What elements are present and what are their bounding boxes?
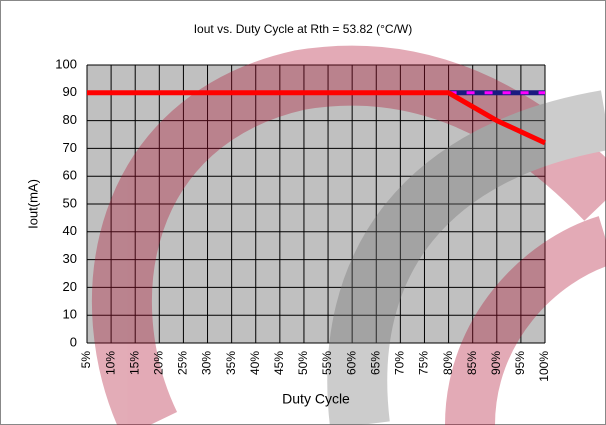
watermark-arc xyxy=(91,45,606,425)
y-tick-label: 40 xyxy=(63,223,77,238)
y-tick-label: 30 xyxy=(63,251,77,266)
y-tick-label: 20 xyxy=(63,279,77,294)
y-tick-label: 50 xyxy=(63,195,77,210)
chart-title: Iout vs. Duty Cycle at Rth = 53.82 (°C/W… xyxy=(194,22,413,36)
y-tick-label: 10 xyxy=(63,307,77,322)
x-tick-label: 85% xyxy=(465,351,479,375)
x-tick-label: 45% xyxy=(272,351,286,375)
y-tick-label: 80 xyxy=(63,112,77,127)
x-tick-label: 10% xyxy=(103,351,117,375)
x-axis-title: Duty Cycle xyxy=(282,391,350,407)
x-tick-label: 90% xyxy=(489,351,503,375)
y-tick-label: 70 xyxy=(63,140,77,155)
y-tick-label: 0 xyxy=(70,334,77,349)
watermark-arc xyxy=(327,90,606,425)
x-tick-label: 30% xyxy=(200,351,214,375)
x-tick-label: 70% xyxy=(393,351,407,375)
plot-layer xyxy=(86,64,546,344)
x-tick-label: 80% xyxy=(441,351,455,375)
x-tick-label: 50% xyxy=(296,351,310,375)
series-line xyxy=(87,90,547,146)
watermark-arc xyxy=(445,216,606,425)
x-tick-label: 65% xyxy=(368,351,382,375)
x-tick-label: 40% xyxy=(248,351,262,375)
x-tick-label: 20% xyxy=(151,351,165,375)
x-tick-label: 15% xyxy=(127,351,141,375)
y-tick-label: 100 xyxy=(55,56,77,71)
x-tick-label: 25% xyxy=(176,351,190,375)
x-tick-label: 100% xyxy=(537,351,551,382)
x-tick-label: 75% xyxy=(417,351,431,375)
x-tick-label: 95% xyxy=(513,351,527,375)
x-tick-label: 60% xyxy=(344,351,358,375)
y-axis-title: Iout(mA) xyxy=(25,179,40,229)
x-tick-label: 55% xyxy=(320,351,334,375)
x-tick-label: 35% xyxy=(224,351,238,375)
y-tick-label: 90 xyxy=(63,84,77,99)
x-tick-label: 5% xyxy=(79,351,93,369)
watermark xyxy=(91,45,606,425)
y-tick-label: 60 xyxy=(63,168,77,183)
